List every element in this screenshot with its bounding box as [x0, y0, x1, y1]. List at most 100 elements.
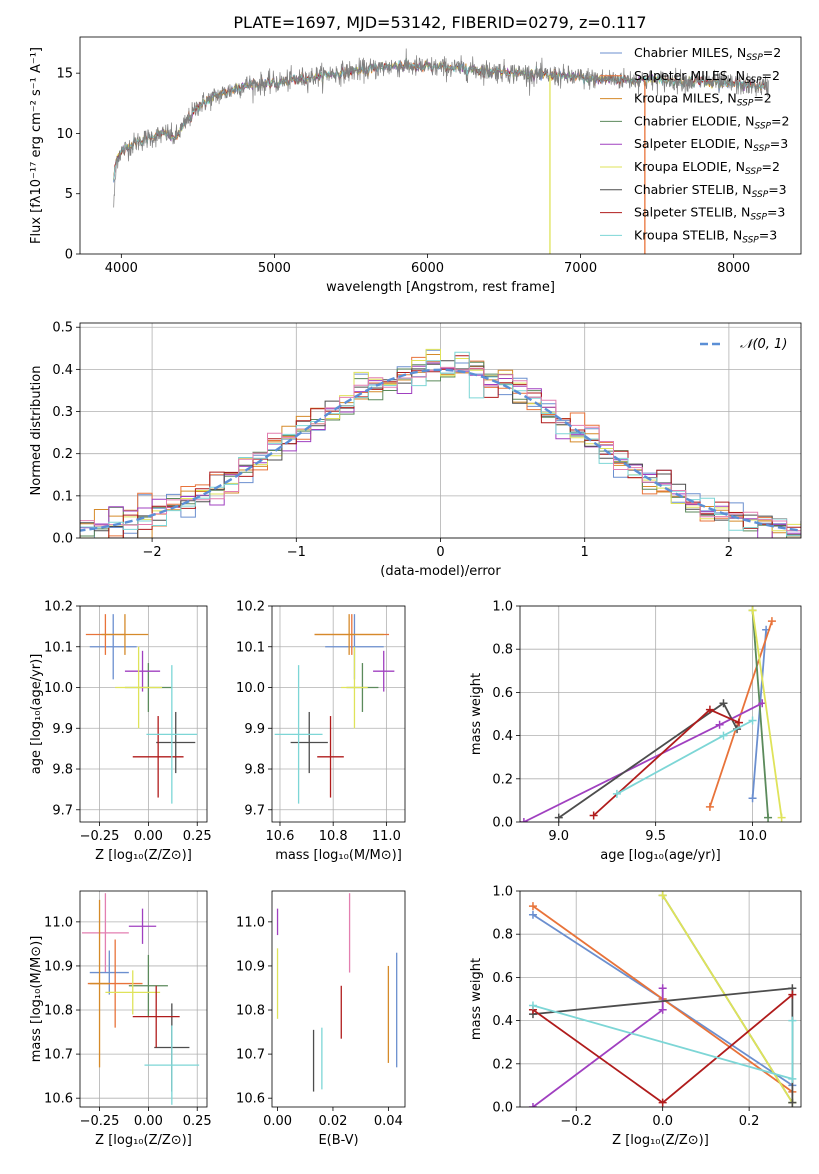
x-tick-label: 0.25 — [183, 1114, 212, 1129]
x-axis-label: Z [log₁₀(Z/Z⊙)] — [612, 1133, 709, 1148]
axes-frame — [271, 605, 406, 823]
x-tick-label: 4000 — [105, 261, 138, 276]
weight-marker — [788, 990, 797, 999]
y-tick-label: 0.2 — [52, 447, 73, 462]
legend-value: =2 — [762, 68, 780, 83]
y-tick-label: 0.4 — [492, 729, 513, 744]
legend-sub: SSP — [745, 167, 762, 177]
legend-value: =2 — [753, 91, 771, 106]
x-tick-label: 9.5 — [645, 829, 666, 844]
legend-label: Chabrier STELIB, NSSP=3 — [634, 182, 787, 200]
weight-vs-metallicity-panel: −0.2 0.0 0.2 0.0 0.2 0.4 0.6 0.8 1.0 Z [log₁₀(Z/Z… — [469, 885, 802, 1148]
weight-marker — [764, 813, 773, 822]
x-tick-label: 10.8 — [319, 829, 348, 844]
x-tick-label: 0.02 — [318, 1114, 347, 1129]
x-axis-label: E(B-V) — [318, 1133, 358, 1148]
y-axis-label: mass weight — [469, 958, 484, 1040]
y-tick-label: 1.0 — [492, 885, 513, 900]
y-tick-label: 10.7 — [44, 1048, 73, 1063]
y-tick-label: 10 — [56, 127, 73, 142]
y-tick-label: 10.6 — [236, 1092, 265, 1107]
y-tick-label: 9.9 — [244, 722, 265, 737]
x-tick-label: 0.0 — [652, 1114, 673, 1129]
spectrum-panel: 4000 5000 6000 7000 8000 0 5 10 15 wavelength [An… — [29, 36, 802, 295]
plot-area — [80, 348, 801, 538]
weight-marker — [748, 606, 757, 615]
legend-value: =2 — [763, 45, 781, 60]
legend-label: Salpeter STELIB, NSSP=3 — [634, 205, 785, 223]
x-tick-label: 0.04 — [374, 1114, 403, 1129]
y-tick-label: 0.0 — [492, 816, 513, 831]
weight-marker — [528, 1103, 537, 1107]
legend-label: 𝒩(0, 1) — [740, 337, 787, 352]
y-tick-label: 0.2 — [492, 1057, 513, 1072]
y-axis-label: Normed distribution — [29, 366, 44, 496]
y-tick-label: 10.2 — [236, 600, 265, 615]
x-tick-label: 11.0 — [372, 829, 401, 844]
y-tick-label: 0.4 — [52, 363, 73, 378]
x-tick-label: 0.00 — [263, 1114, 292, 1129]
legend-label: Salpeter ELODIE, NSSP=3 — [634, 136, 788, 154]
x-tick-label: −2 — [143, 545, 162, 560]
age-vs-metallicity-panel: −0.25 0.00 0.25 9.7 9.8 9.9 10.0 10.1 10.2 Z [log… — [29, 600, 212, 864]
weight-marker — [658, 891, 667, 900]
weight-marker — [719, 699, 728, 708]
x-axis-label: wavelength [Angstrom, rest frame] — [326, 280, 555, 295]
weight-marker — [748, 794, 757, 803]
y-tick-label: 0.8 — [492, 643, 513, 658]
y-tick-label: 0.4 — [492, 1014, 513, 1029]
x-tick-label: 5000 — [258, 261, 291, 276]
y-tick-label: 11.0 — [44, 915, 73, 930]
x-tick-label: 6000 — [411, 261, 444, 276]
y-tick-label: 10.0 — [44, 681, 73, 696]
y-tick-label: 10.9 — [44, 959, 73, 974]
legend-label: Kroupa MILES, NSSP=2 — [634, 91, 772, 109]
legend-value: =2 — [762, 159, 780, 174]
axes-frame — [79, 322, 802, 539]
legend-value: =3 — [768, 182, 786, 197]
x-tick-label: 9.0 — [548, 829, 569, 844]
weight-marker — [734, 718, 743, 727]
x-tick-label: 10.6 — [266, 829, 295, 844]
weight-marker — [705, 705, 714, 714]
weight-marker — [658, 1005, 667, 1014]
legend-value: =2 — [771, 113, 789, 128]
legend-sub: SSP — [742, 235, 759, 245]
x-tick-label: 2 — [725, 545, 733, 560]
weight-marker — [658, 984, 667, 993]
plot-area — [528, 891, 797, 1107]
y-tick-label: 9.8 — [244, 763, 265, 778]
legend-value: =3 — [759, 227, 777, 242]
x-tick-label: 1 — [581, 545, 589, 560]
legend-label: Chabrier MILES, NSSP=2 — [634, 45, 781, 63]
plot-area — [81, 893, 200, 1105]
weight-line — [751, 610, 783, 818]
y-tick-label: 0 — [65, 248, 73, 263]
mass-vs-metallicity-panel: −0.25 0.00 0.25 10.6 10.7 10.8 10.9 11.0 Z [log₁… — [29, 890, 212, 1148]
weight-marker — [589, 811, 598, 820]
y-tick-label: 0.0 — [492, 1101, 513, 1116]
legend-sub: SSP — [750, 213, 767, 223]
y-tick-label: 10.1 — [44, 640, 73, 655]
weight-marker — [719, 731, 728, 740]
x-tick-label: 10.0 — [738, 829, 767, 844]
y-tick-label: 9.7 — [244, 803, 265, 818]
y-tick-label: 0.3 — [52, 405, 73, 420]
legend-sub: SSP — [752, 190, 769, 200]
legend-label: Kroupa STELIB, NSSP=3 — [634, 227, 777, 245]
y-axis-label: Flux [fλ10⁻¹⁷ erg cm⁻² s⁻¹ A⁻¹] — [29, 47, 44, 244]
plot-area — [520, 606, 786, 822]
legend-label: Salpeter MILES, NSSP=2 — [634, 68, 780, 86]
x-tick-label: 0.00 — [134, 829, 163, 844]
age-vs-mass-panel: 10.6 10.8 11.0 9.7 9.8 9.9 10.0 10.1 10.2 mass [l… — [236, 600, 406, 863]
weight-line — [751, 629, 767, 799]
x-tick-label: 0 — [436, 545, 444, 560]
weight-marker — [715, 720, 724, 729]
weight-line — [661, 894, 794, 1104]
y-tick-label: 0.6 — [492, 971, 513, 986]
weight-marker — [788, 1074, 797, 1083]
axes-frame — [519, 890, 802, 1108]
y-tick-label: 9.8 — [52, 763, 73, 778]
y-tick-label: 9.7 — [52, 803, 73, 818]
